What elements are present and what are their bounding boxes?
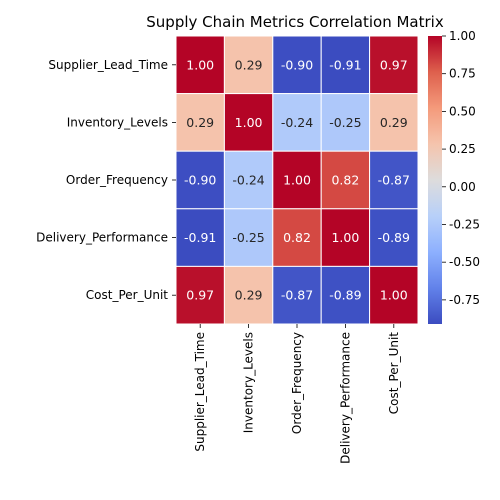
cell-value-label: -0.91 xyxy=(329,57,361,72)
cell-value-label: 1.00 xyxy=(283,173,311,188)
cell-value-label: 1.00 xyxy=(331,230,359,245)
colorbar-tick-label: -0.50 xyxy=(449,255,480,269)
cell-value-label: -0.89 xyxy=(329,288,361,303)
cell-value-label: -0.89 xyxy=(378,230,410,245)
cell-value-label: -0.90 xyxy=(281,57,313,72)
heatmap-cell xyxy=(175,35,225,95)
row-label-supplier-lead-time: Supplier_Lead_Time xyxy=(48,58,168,72)
column-label-inventory-levels: Inventory_Levels xyxy=(242,332,256,433)
column-tick-labels: Supplier_Lead_Time Inventory_Levels Order_… xyxy=(193,324,401,464)
row-label-delivery-performance: Delivery_Performance xyxy=(36,231,168,245)
cell-value-label: 0.29 xyxy=(186,115,214,130)
heatmap-cell xyxy=(320,150,371,210)
heatmap-cell xyxy=(369,93,419,152)
heatmap-cell xyxy=(223,208,274,267)
colorbar-tick-label: -0.25 xyxy=(449,217,480,231)
heatmap-cell xyxy=(320,208,371,267)
cell-value-label: 1.00 xyxy=(235,115,263,130)
cell-value-label: 0.82 xyxy=(283,230,311,245)
cell-value-label: 0.29 xyxy=(235,57,263,72)
cell-value-label: -0.87 xyxy=(281,288,313,303)
cell-value-label: -0.25 xyxy=(329,115,361,130)
row-label-order-frequency: Order_Frequency xyxy=(66,173,168,187)
colorbar-gradient xyxy=(428,36,442,324)
cell-value-label: -0.24 xyxy=(281,115,313,130)
heatmap-cell xyxy=(369,208,419,267)
cell-value-label: 0.29 xyxy=(235,288,263,303)
chart-title: Supply Chain Metrics Correlation Matrix xyxy=(146,13,444,31)
cell-value-label: -0.91 xyxy=(184,230,216,245)
row-tick-labels: Supplier_Lead_Time Inventory_Levels Order_… xyxy=(36,58,176,302)
cell-value-label: 0.29 xyxy=(380,115,408,130)
cell-value-label: -0.25 xyxy=(232,230,264,245)
colorbar-tick-label: 0.75 xyxy=(449,67,476,81)
cell-value-label: 0.97 xyxy=(186,288,214,303)
heatmap-cell xyxy=(272,93,322,152)
heatmap-cell xyxy=(272,35,322,95)
cell-value-label: -0.90 xyxy=(184,173,216,188)
colorbar-tick-label: 0.50 xyxy=(449,104,476,118)
heatmap-cell xyxy=(223,35,274,95)
cell-value-label: 1.00 xyxy=(380,288,408,303)
column-label-cost-per-unit: Cost_Per_Unit xyxy=(387,332,401,415)
column-label-order-frequency: Order_Frequency xyxy=(290,332,304,434)
cell-value-label: 0.82 xyxy=(331,173,359,188)
colorbar-tick-label: 0.00 xyxy=(449,180,476,194)
cell-value-label: 0.97 xyxy=(380,57,408,72)
heatmap-cell xyxy=(175,265,225,325)
row-label-cost-per-unit: Cost_Per_Unit xyxy=(86,288,169,302)
column-label-supplier-lead-time: Supplier_Lead_Time xyxy=(193,332,207,452)
cell-value-label: 1.00 xyxy=(186,57,214,72)
colorbar: -0.75 -0.50 -0.25 0.00 0.25 0.50 0.75 1.00 xyxy=(428,29,480,324)
colorbar-tick-label: 0.25 xyxy=(449,142,476,156)
heatmap-cell xyxy=(272,208,322,267)
cell-value-label: -0.87 xyxy=(378,173,410,188)
heatmap-cells: 1.00 0.29 -0.90 -0.91 0.97 0.29 1.00 -0.24 -0.25… xyxy=(175,35,419,325)
heatmap-cell xyxy=(223,150,274,210)
colorbar-tick-label: 1.00 xyxy=(449,29,476,43)
row-label-inventory-levels: Inventory_Levels xyxy=(67,115,168,129)
colorbar-tick-label: -0.75 xyxy=(449,293,480,307)
column-label-delivery-performance: Delivery_Performance xyxy=(338,332,352,464)
cell-value-label: -0.24 xyxy=(232,173,264,188)
heatmap-cell xyxy=(223,265,274,325)
heatmap-cell xyxy=(272,265,322,325)
heatmap-cell xyxy=(369,265,419,325)
